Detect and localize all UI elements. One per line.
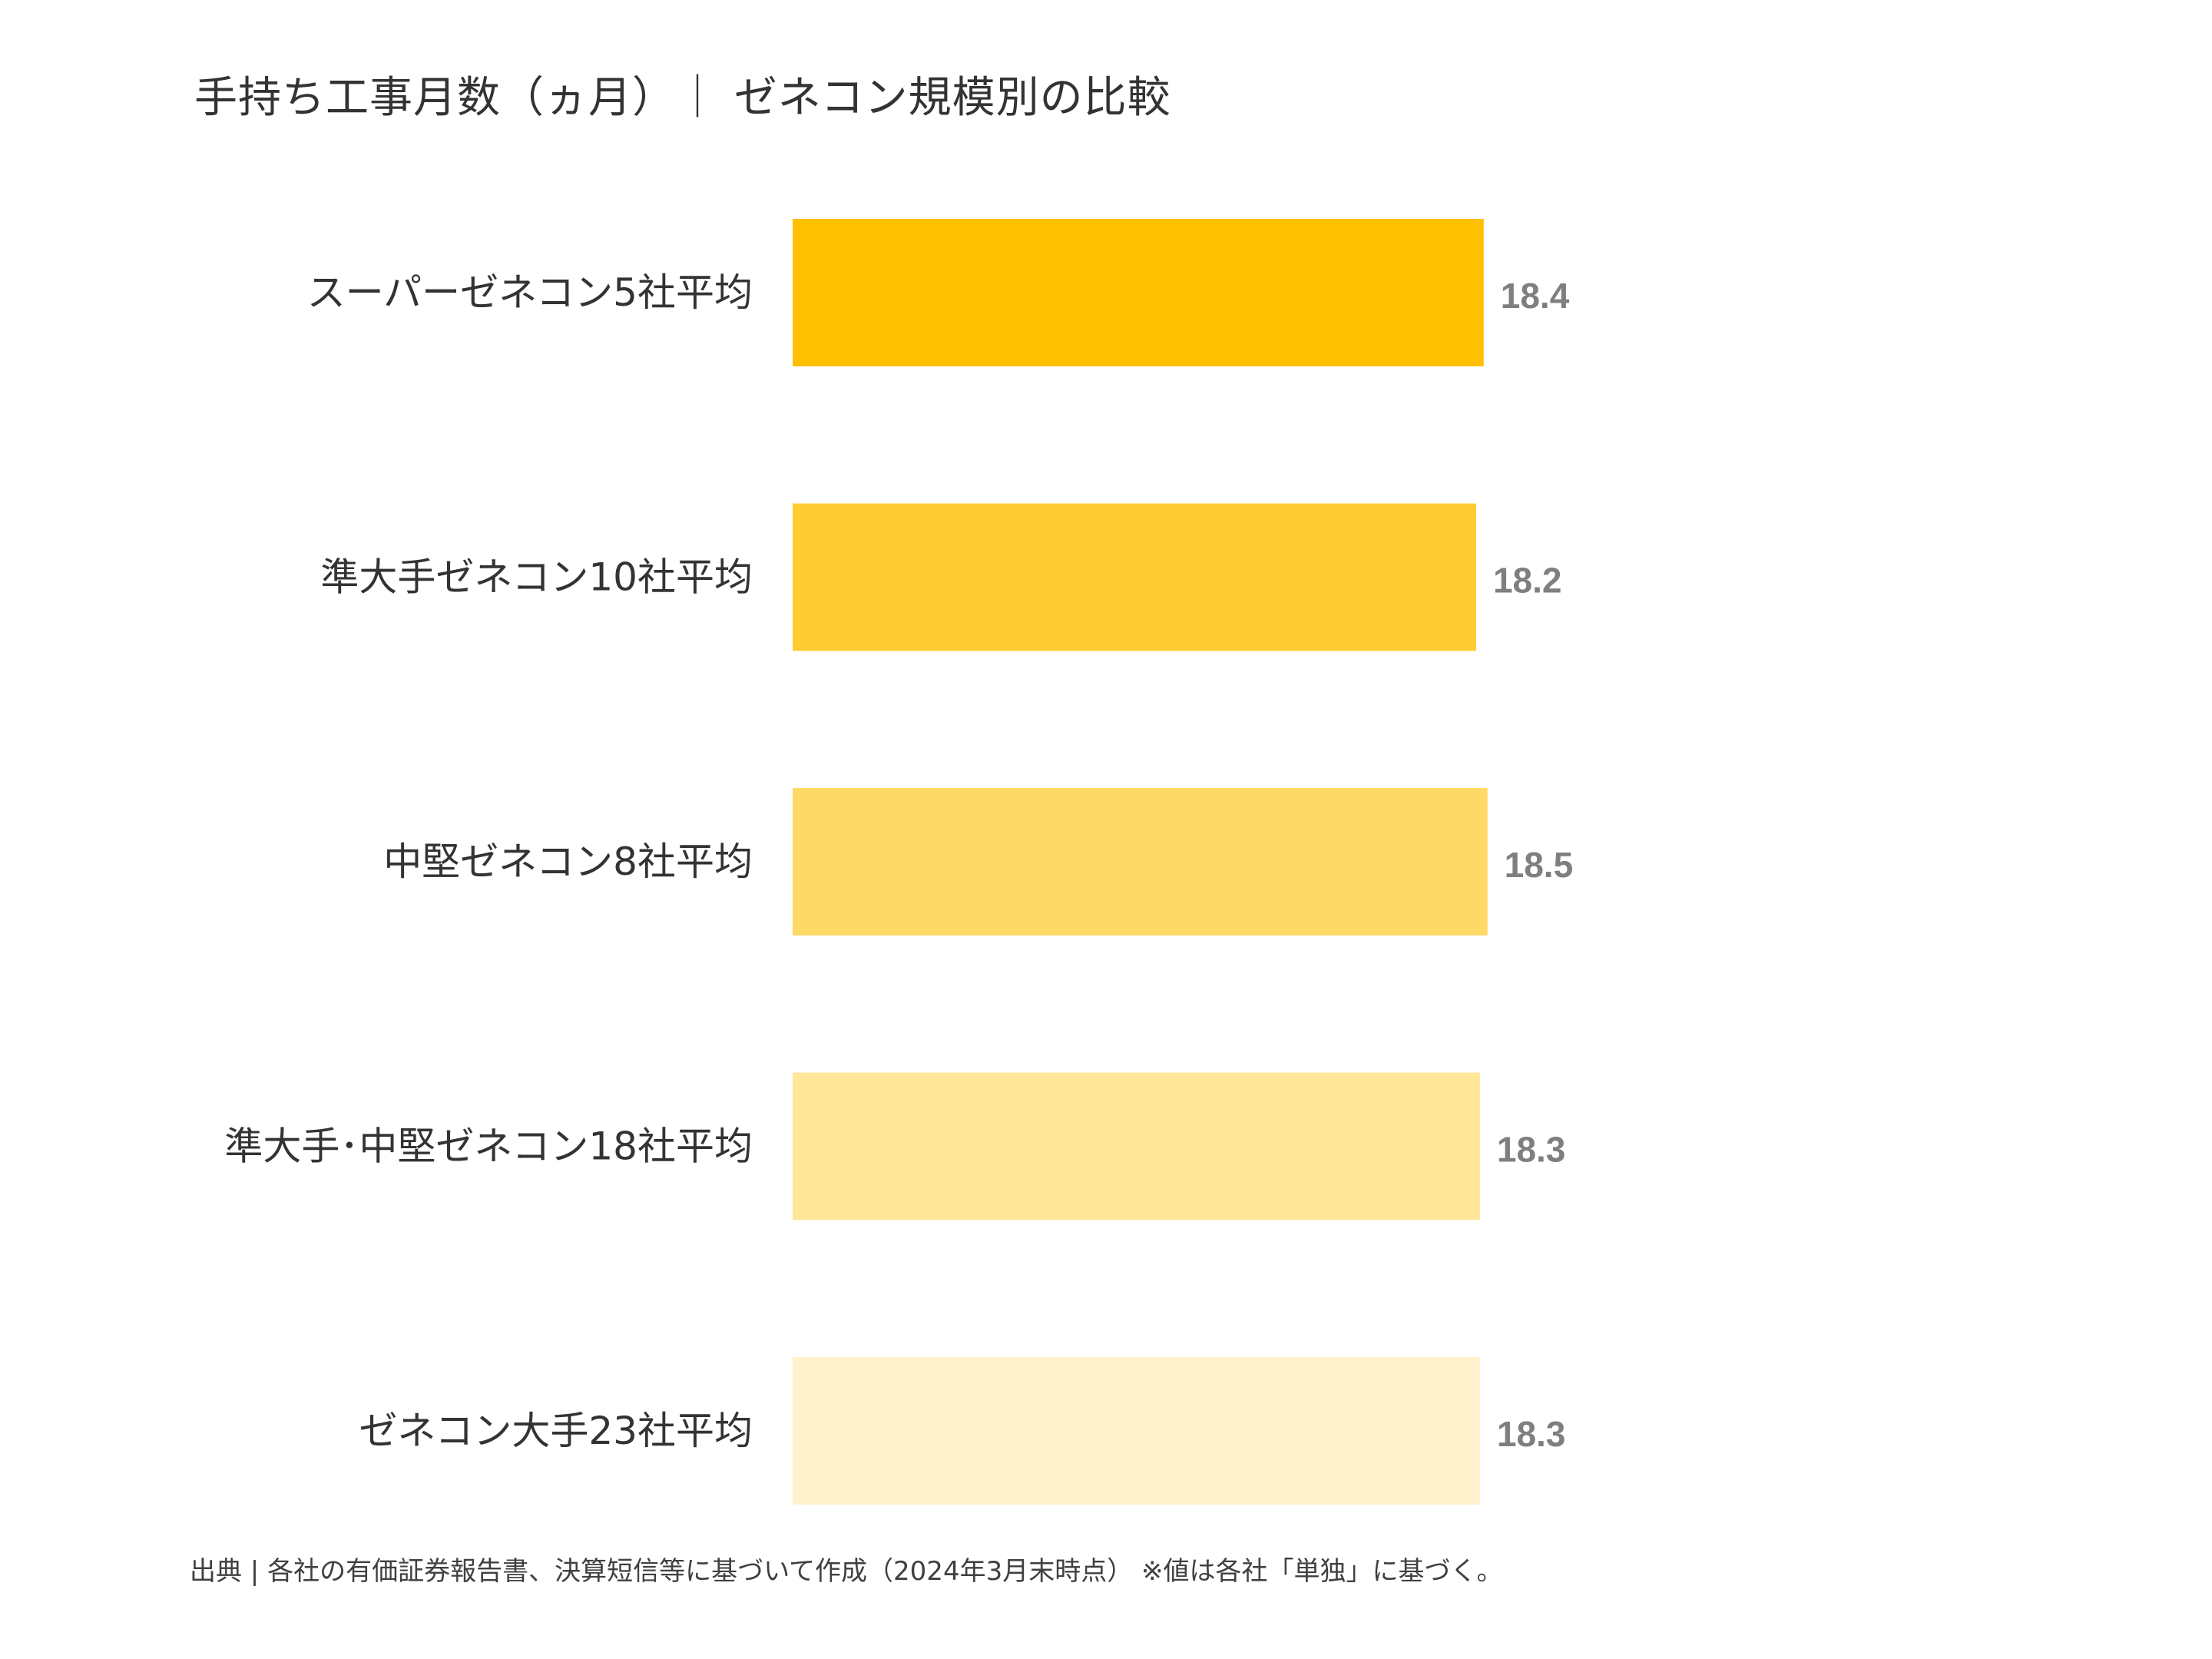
source-note: 出典 | 各社の有価証券報告書、決算短信等に基づいて作成（2024年3月末時点）… (190, 1556, 1503, 1587)
bar (793, 1357, 1480, 1505)
category-label: ゼネコン大手23社平均 (359, 1409, 753, 1453)
value-label: 18.3 (1497, 1130, 1566, 1170)
value-label: 18.5 (1505, 845, 1574, 885)
bar (793, 219, 1484, 366)
value-label: 18.4 (1501, 276, 1570, 316)
chart-title: 手持ち工事月数（ヵ月）｜ ゼネコン規模別の比較 (194, 73, 1171, 123)
category-label: 準大手ゼネコン10社平均 (320, 555, 753, 600)
value-label: 18.2 (1493, 561, 1562, 601)
category-label: 中堅ゼネコン8社平均 (383, 839, 753, 884)
category-label: 準大手･中堅ゼネコン18社平均 (224, 1124, 753, 1169)
category-label: スーパーゼネコン5社平均 (307, 270, 753, 315)
value-label: 18.3 (1497, 1414, 1566, 1454)
bar (793, 1072, 1480, 1220)
bar (793, 503, 1476, 651)
bar (793, 788, 1488, 935)
